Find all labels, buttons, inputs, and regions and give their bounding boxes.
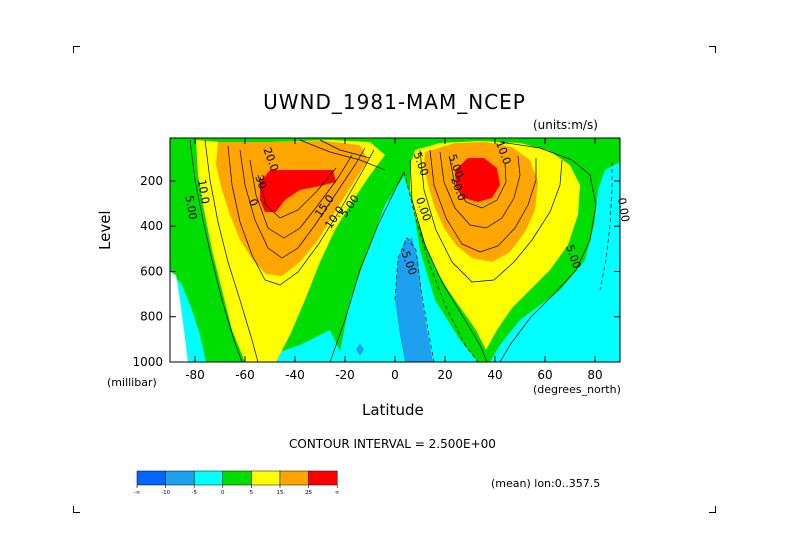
x-axis-label: Latitude <box>362 401 424 419</box>
contour-label: 30 <box>252 173 269 191</box>
colorbar-swatch <box>193 470 224 486</box>
colorbar-swatch <box>251 470 281 486</box>
mean-lon-text: (mean) lon:0..357.5 <box>491 477 601 490</box>
x-tick-label: 80 <box>587 368 602 382</box>
contour-label: 5.00 <box>182 194 199 220</box>
contour-south-3 <box>227 145 375 286</box>
contour-tropics-zero-east <box>403 171 479 362</box>
colorbar-tick-label: ∞ <box>335 490 340 496</box>
contour-label: 0 <box>246 197 261 208</box>
contour-north-2 <box>419 149 563 283</box>
contour-north-1 <box>409 159 488 362</box>
contour-north-polar <box>599 162 613 291</box>
y-tick-label: 1000 <box>132 355 163 369</box>
band-negative-north-polar <box>490 162 620 362</box>
x-tick-label: -80 <box>185 368 205 382</box>
band-minus5-tropics <box>395 238 433 362</box>
chart-title: UWND_1981-MAM_NCEP <box>263 90 526 114</box>
colorbar: -∞ -10 -5 0 5 15 25 ∞ <box>134 470 340 496</box>
x-tick-label: 20 <box>437 368 452 382</box>
x-tick-label: -60 <box>235 368 255 382</box>
contour-lines <box>189 139 613 362</box>
y-tick-label: 600 <box>140 264 163 278</box>
contour-north-4 <box>439 151 521 229</box>
y-units-label: (millibar) <box>107 376 157 389</box>
corner-mark-top-right <box>709 46 716 53</box>
contour-south-8 <box>319 139 371 159</box>
contour-north-6 <box>499 141 597 362</box>
y-tick-label: 400 <box>140 219 163 233</box>
filled-contours <box>170 138 620 362</box>
axes: -80 -60 -40 -20 0 20 40 60 80 200 400 600 800 1000 <box>132 138 620 382</box>
band-over-25-north-jet <box>455 158 500 202</box>
band-over-25-south-jet <box>260 170 336 212</box>
colorbar-swatch <box>222 470 252 486</box>
contour-south-4 <box>239 147 366 259</box>
colorbar-swatch <box>279 470 309 486</box>
contour-south-7 <box>299 139 386 171</box>
colorbar-tick-label: 15 <box>277 490 284 496</box>
colorbar-swatch <box>308 470 338 486</box>
colorbar-swatch <box>136 470 166 486</box>
x-tick-label: -20 <box>335 368 355 382</box>
contour-south-1 <box>189 139 243 362</box>
y-tick-label: 200 <box>140 174 163 188</box>
contour-tropics-zero <box>329 171 405 362</box>
x-tick-label: 40 <box>487 368 502 382</box>
band-minus5-spot <box>356 343 364 356</box>
missing-data-south-pole <box>170 272 188 362</box>
colorbar-tick-label: 25 <box>305 490 312 496</box>
contour-north-3 <box>429 149 537 253</box>
colorbar-tick-label: 5 <box>250 490 254 496</box>
colorbar-tick-label: 0 <box>221 490 225 496</box>
contour-south-2 <box>204 139 259 362</box>
contour-label: 10.0 <box>195 179 212 205</box>
contour-north-5 <box>449 159 507 209</box>
contour-interval-text: CONTOUR INTERVAL = 2.500E+00 <box>289 437 496 451</box>
contour-label: 0.00 <box>615 197 632 223</box>
x-tick-label: 0 <box>391 368 399 382</box>
y-tick-label: 800 <box>140 310 163 324</box>
x-tick-label: -40 <box>285 368 305 382</box>
colorbar-tick-label: -5 <box>191 490 197 496</box>
x-units-label: (degrees_north) <box>533 383 621 396</box>
corner-mark-top-left <box>73 46 80 53</box>
corner-mark-bottom-right <box>709 506 716 513</box>
colorbar-tick-label: -10 <box>161 490 170 496</box>
units-label: (units:m/s) <box>533 118 598 132</box>
corner-mark-bottom-left <box>73 506 80 513</box>
colorbar-swatch <box>165 470 195 486</box>
contour-south-6 <box>257 167 337 219</box>
x-tick-label: 60 <box>537 368 552 382</box>
colorbar-tick-label: -∞ <box>134 490 141 496</box>
contour-south-5 <box>249 154 353 239</box>
contour-tropics-minus5 <box>394 237 435 362</box>
